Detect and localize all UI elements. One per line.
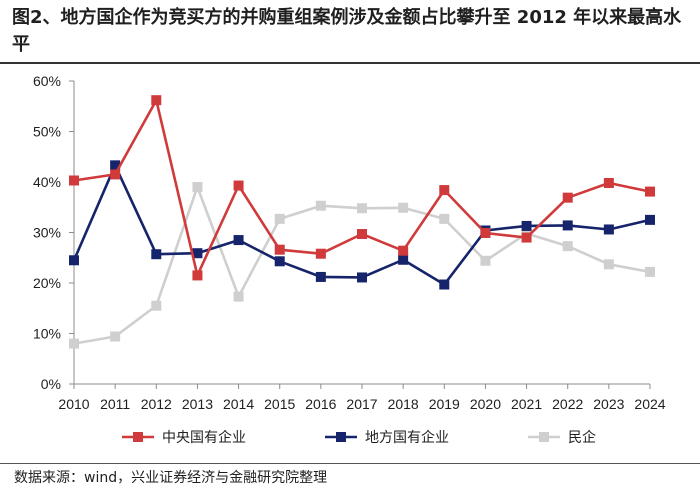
data-point-marker: [234, 181, 244, 191]
legend-label: 民企: [568, 429, 596, 445]
y-tick-label: 0%: [41, 376, 61, 392]
data-point-marker: [645, 187, 655, 197]
x-tick-label: 2013: [182, 396, 213, 412]
x-tick-label: 2010: [58, 396, 89, 412]
data-point-marker: [398, 203, 408, 213]
data-point-marker: [357, 229, 367, 239]
data-point-marker: [563, 193, 573, 203]
x-tick-label: 2023: [593, 396, 624, 412]
data-point-marker: [151, 301, 161, 311]
data-point-marker: [645, 267, 655, 277]
legend-item: 民企: [528, 429, 596, 445]
y-tick-label: 40%: [33, 174, 61, 190]
data-point-marker: [316, 201, 326, 211]
legend-label: 中央国有企业: [162, 429, 246, 445]
legend-marker: [133, 432, 143, 442]
data-point-marker: [234, 292, 244, 302]
data-point-marker: [316, 249, 326, 259]
data-point-marker: [275, 245, 285, 255]
x-tick-label: 2016: [305, 396, 336, 412]
data-point-marker: [563, 241, 573, 251]
data-point-marker: [69, 255, 79, 265]
data-point-marker: [316, 272, 326, 282]
legend-label: 地方国有企业: [365, 429, 449, 445]
data-point-marker: [69, 339, 79, 349]
chart-series: [69, 95, 655, 348]
data-point-marker: [357, 203, 367, 213]
data-point-marker: [234, 235, 244, 245]
data-point-marker: [192, 182, 202, 192]
legend-marker: [539, 432, 549, 442]
source-note: 数据来源：wind，兴业证券经济与金融研究院整理: [14, 467, 327, 489]
x-tick-label: 2018: [388, 396, 419, 412]
x-tick-label: 2012: [141, 396, 172, 412]
y-tick-label: 20%: [33, 275, 61, 291]
x-tick-label: 2015: [264, 396, 295, 412]
x-tick-label: 2024: [634, 396, 665, 412]
x-tick-label: 2011: [100, 396, 130, 412]
data-point-marker: [398, 246, 408, 256]
chart-title: 图2、地方国企作为竞买方的并购重组案例涉及金额占比攀升至 2012 年以来最高水…: [12, 4, 688, 58]
data-point-marker: [522, 233, 532, 243]
legend-marker: [336, 432, 346, 442]
y-tick-label: 60%: [33, 73, 61, 89]
legend-item: 中央国有企业: [122, 429, 246, 445]
data-point-marker: [563, 220, 573, 230]
data-point-marker: [480, 228, 490, 238]
data-point-marker: [357, 272, 367, 282]
data-point-marker: [151, 249, 161, 259]
data-point-marker: [275, 256, 285, 266]
chart-legend: 中央国有企业 地方国有企业 民企: [122, 429, 596, 445]
source-divider: [0, 463, 700, 464]
x-tick-label: 2020: [470, 396, 501, 412]
data-point-marker: [110, 332, 120, 342]
data-point-marker: [151, 95, 161, 105]
x-tick-label: 2017: [346, 396, 377, 412]
series-private: [69, 182, 655, 349]
y-tick-label: 30%: [33, 225, 61, 241]
data-point-marker: [604, 259, 614, 269]
data-point-marker: [604, 224, 614, 234]
data-point-marker: [604, 178, 614, 188]
data-point-marker: [398, 255, 408, 265]
data-point-marker: [522, 221, 532, 231]
data-point-marker: [480, 256, 490, 266]
data-point-marker: [439, 214, 449, 224]
data-point-marker: [192, 270, 202, 280]
data-point-marker: [439, 185, 449, 195]
data-point-marker: [439, 280, 449, 290]
x-tick-label: 2014: [223, 396, 254, 412]
data-point-marker: [275, 214, 285, 224]
data-point-marker: [69, 175, 79, 185]
x-tick-label: 2022: [552, 396, 583, 412]
line-chart: 0% 10% 20% 30% 40% 50% 60% 2010 2011 2012 2013 2014…: [0, 64, 700, 463]
y-tick-label: 10%: [33, 326, 61, 342]
legend-item: 地方国有企业: [325, 429, 449, 445]
x-tick-label: 2021: [511, 396, 542, 412]
series-local-soe: [69, 160, 655, 289]
data-point-marker: [645, 215, 655, 225]
y-tick-label: 50%: [33, 124, 61, 140]
x-tick-label: 2019: [429, 396, 460, 412]
data-point-marker: [110, 169, 120, 179]
